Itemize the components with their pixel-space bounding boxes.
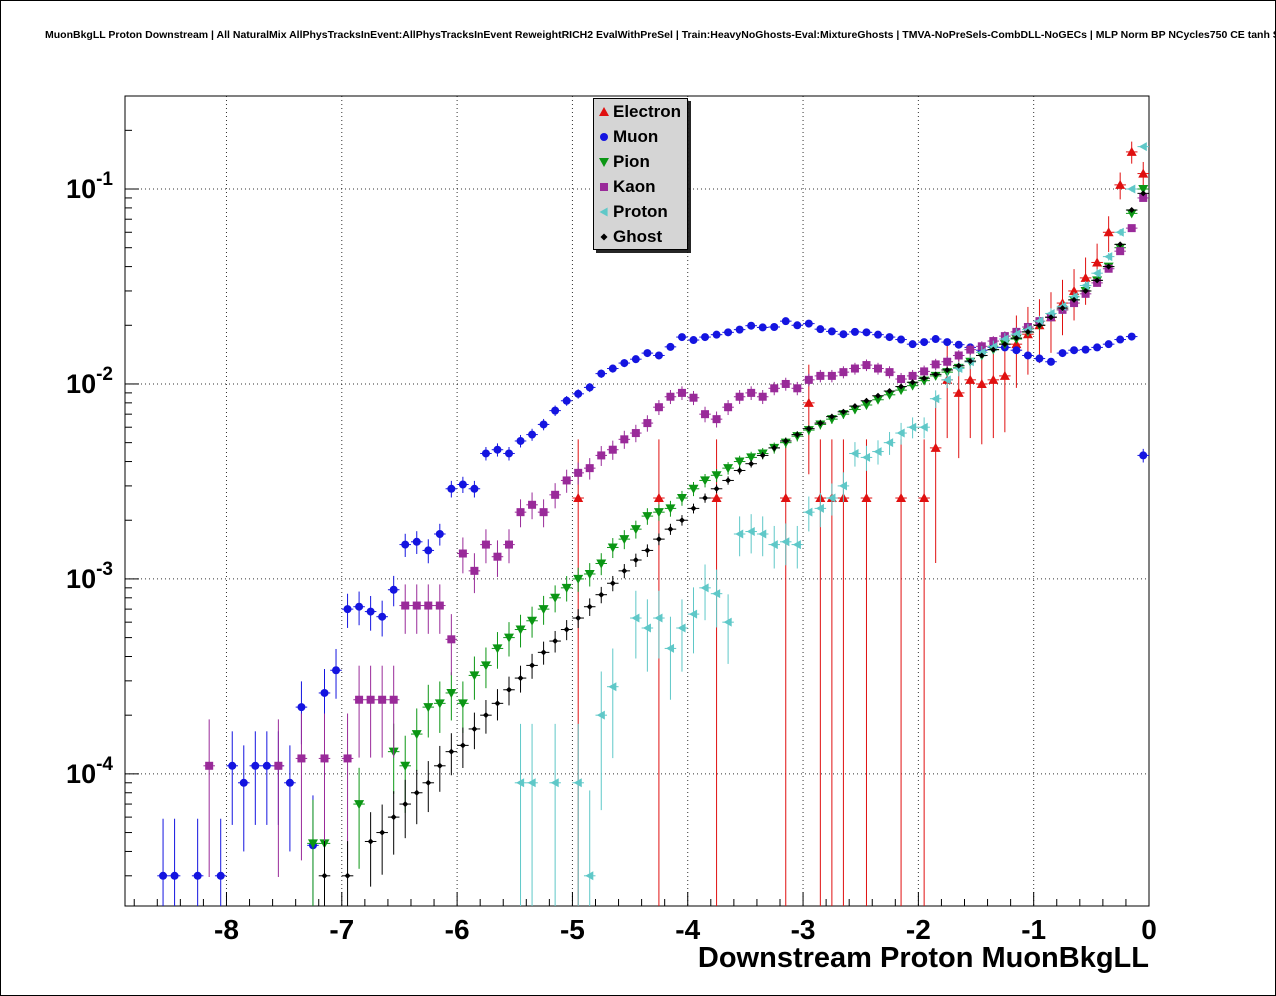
x-tick-label: 0 bbox=[1141, 914, 1157, 945]
plot-frame bbox=[124, 95, 1150, 907]
x-tick-label: -6 bbox=[445, 914, 470, 945]
legend-entry-ghost: Ghost bbox=[594, 224, 687, 249]
series-muon bbox=[157, 317, 1149, 906]
legend-entry-kaon: Kaon bbox=[594, 174, 687, 199]
legend-entry-electron: Electron bbox=[594, 99, 687, 124]
x-tick-label: -5 bbox=[560, 914, 585, 945]
x-tick-label: -2 bbox=[906, 914, 931, 945]
plot-title: MuonBkgLL Proton Downstream | All Natura… bbox=[45, 29, 1275, 41]
series-proton bbox=[514, 142, 1149, 906]
legend-label-ghost: Ghost bbox=[613, 227, 663, 246]
legend-box: Electron Muon Pion Kaon Proton Ghost bbox=[593, 98, 688, 250]
series-kaon bbox=[203, 193, 1149, 878]
legend-entry-muon: Muon bbox=[594, 124, 687, 149]
series-ghost bbox=[318, 190, 1149, 906]
legend-label-kaon: Kaon bbox=[613, 177, 656, 196]
legend-entry-pion: Pion bbox=[594, 149, 687, 174]
electron-marker-icon bbox=[594, 103, 613, 121]
y-tick-label: 10-4 bbox=[66, 754, 113, 789]
legend-label-pion: Pion bbox=[613, 152, 650, 171]
ghost-marker-icon bbox=[594, 228, 613, 246]
proton-marker-icon bbox=[594, 203, 613, 221]
series-pion bbox=[307, 185, 1149, 906]
x-axis-title: Downstream Proton MuonBkgLL bbox=[697, 942, 1149, 974]
pion-marker-icon bbox=[594, 153, 613, 171]
legend-entry-proton: Proton bbox=[594, 199, 687, 224]
y-tick-label: 10-2 bbox=[66, 364, 113, 399]
x-tick-label: -7 bbox=[329, 914, 354, 945]
muon-marker-icon bbox=[594, 128, 613, 146]
x-tick-label: -4 bbox=[675, 914, 700, 945]
y-tick-label: 10-1 bbox=[66, 169, 113, 204]
legend-label-electron: Electron bbox=[613, 102, 682, 121]
y-tick-label: 10-3 bbox=[66, 559, 113, 594]
legend-label-proton: Proton bbox=[613, 202, 668, 221]
series-electron bbox=[572, 141, 1149, 906]
legend-label-muon: Muon bbox=[613, 127, 659, 146]
x-tick-label: -3 bbox=[791, 914, 816, 945]
kaon-marker-icon bbox=[594, 178, 613, 196]
x-tick-label: -8 bbox=[214, 914, 239, 945]
x-tick-label: -1 bbox=[1021, 914, 1046, 945]
